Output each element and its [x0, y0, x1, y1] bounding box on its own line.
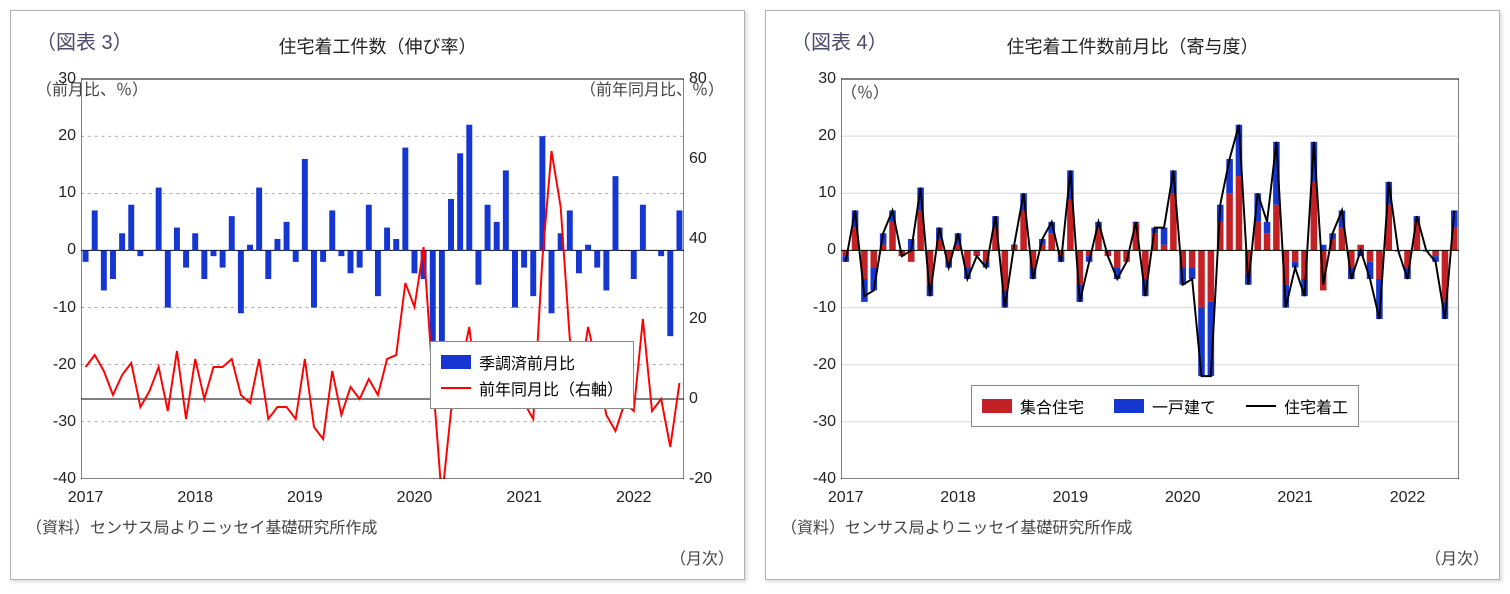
fig4-legend-multi-label: 集合住宅: [1020, 394, 1084, 418]
fig4-legend-single-label: 一戸建て: [1152, 394, 1216, 418]
fig3-legend: 季調済前月比 前年同月比（右軸）: [430, 341, 634, 409]
fig3-x-unit: （月次）: [670, 545, 734, 569]
fig3-source: （資料）センサス局よりニッセイ基礎研究所作成: [26, 514, 729, 538]
fig3-legend-row-line: 前年同月比（右軸）: [441, 376, 623, 400]
figure3-panel: （図表 3） （前月比、％） 住宅着工件数（伸び率） （前年同月比、％） 季調済…: [10, 10, 745, 580]
fig4-legend: 集合住宅 一戸建て 住宅着工: [971, 385, 1359, 427]
fig3-legend-line-label: 前年同月比（右軸）: [479, 376, 623, 400]
fig4-swatch-total: [1246, 405, 1276, 407]
fig4-x-unit: （月次）: [1425, 545, 1489, 569]
fig4-swatch-multi: [982, 399, 1012, 413]
fig4-legend-row-multi: 集合住宅: [982, 394, 1084, 418]
fig4-swatch-single: [1114, 399, 1144, 413]
fig4-legend-total-label: 住宅着工: [1284, 394, 1348, 418]
fig3-svg: [81, 59, 684, 479]
fig4-chart-body: 集合住宅 一戸建て 住宅着工 -40-30-20-100102030201720…: [841, 59, 1459, 479]
figure4-panel: （図表 4） （％） 住宅着工件数前月比（寄与度） 集合住宅 一戸建て 住宅着工…: [765, 10, 1500, 580]
fig3-legend-bar-label: 季調済前月比: [479, 350, 575, 374]
fig3-legend-row-bar: 季調済前月比: [441, 350, 623, 374]
fig3-chart-body: 季調済前月比 前年同月比（右軸） -40-30-20-100102030-200…: [81, 59, 684, 479]
fig4-legend-row-single: 一戸建て: [1114, 394, 1216, 418]
fig3-swatch-line: [441, 387, 471, 389]
fig4-legend-row-total: 住宅着工: [1246, 394, 1348, 418]
fig4-source: （資料）センサス局よりニッセイ基礎研究所作成: [781, 514, 1484, 538]
fig3-swatch-bar: [441, 355, 471, 369]
